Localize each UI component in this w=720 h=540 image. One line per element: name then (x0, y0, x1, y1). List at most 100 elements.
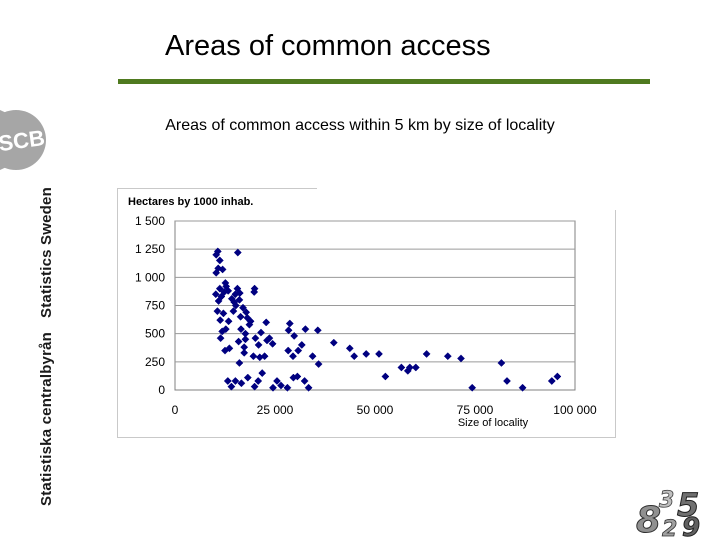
data-point (345, 344, 354, 353)
data-point (251, 334, 260, 343)
y-tick-labels: 0 250 500 750 1 000 1 250 1 500 (135, 214, 165, 397)
y-tick-label: 1 000 (135, 270, 165, 284)
data-point (218, 327, 227, 336)
data-point (350, 352, 359, 361)
data-point (503, 377, 511, 385)
data-point (237, 325, 245, 334)
data-point (375, 349, 383, 358)
x-tick-label: 100 000 (553, 403, 597, 417)
data-point (290, 331, 299, 340)
data-point (239, 303, 247, 312)
data-point (223, 377, 232, 385)
data-point (457, 354, 465, 363)
data-point (237, 379, 246, 388)
x-tick-labels: 0 25 000 50 000 75 000 100 000 (172, 403, 597, 417)
data-point (220, 288, 229, 296)
corner-digit-8: 8 (636, 500, 661, 538)
data-point (283, 383, 292, 392)
data-point (231, 377, 240, 385)
data-point (215, 284, 224, 293)
chart-subtitle: Areas of common access within 5 km by si… (165, 117, 555, 134)
x-tick-label: 25 000 (257, 403, 294, 417)
data-point (231, 301, 240, 310)
y-tick-label: 0 (158, 383, 165, 397)
data-points (211, 247, 562, 392)
data-point (218, 265, 227, 274)
data-point (258, 369, 267, 378)
data-point (255, 353, 264, 362)
y-tick-label: 1 500 (135, 214, 165, 228)
data-point (241, 335, 250, 344)
data-point (254, 377, 263, 385)
data-point (300, 377, 309, 385)
data-point (250, 288, 259, 296)
corner-digit-3: 3 (659, 488, 674, 513)
data-point (405, 363, 414, 372)
slide-title: Areas of common access (165, 30, 491, 62)
data-point (243, 373, 252, 382)
data-point (289, 352, 297, 361)
corner-digit-9: 9 (682, 513, 700, 538)
data-point (249, 352, 258, 361)
y-tick-label: 1 250 (135, 242, 165, 256)
data-point (246, 317, 255, 326)
data-point (263, 336, 271, 345)
x-tick-label: 50 000 (357, 403, 394, 417)
data-point (234, 337, 243, 346)
data-point (211, 290, 220, 299)
data-point (216, 334, 225, 343)
data-point (269, 383, 277, 392)
data-point (518, 383, 527, 392)
data-point (219, 309, 228, 318)
scb-logo: SCB (0, 110, 46, 170)
data-point (213, 247, 222, 256)
data-point (329, 338, 338, 347)
data-point (227, 382, 236, 391)
data-point (268, 339, 277, 348)
data-point (547, 377, 556, 385)
data-point (313, 326, 322, 335)
data-point (314, 360, 323, 369)
data-point (254, 340, 263, 349)
data-point (273, 377, 281, 385)
data-point (443, 352, 452, 361)
corner-digit-2: 2 (662, 517, 677, 538)
data-point (297, 340, 306, 349)
data-point (381, 372, 390, 381)
corner-number-logo: 8 3 5 2 9 (636, 486, 701, 539)
data-point (233, 248, 242, 257)
data-point (304, 383, 313, 392)
data-point (397, 363, 406, 372)
data-point (362, 349, 371, 358)
data-point (422, 349, 431, 358)
data-point (257, 328, 265, 337)
data-point (262, 318, 271, 327)
data-point (213, 307, 222, 316)
side-text-statistiska-centralbyran: Statistiska centralbyrån (38, 331, 55, 506)
y-axis-label: Hectares by 1000 inhab. (128, 196, 253, 208)
data-point (411, 363, 420, 372)
scatter-chart: 0 250 500 750 1 000 1 250 1 500 0 25 000 50 000 7… (128, 188, 617, 429)
data-point (553, 372, 562, 381)
y-tick-label: 500 (145, 327, 165, 341)
data-point (294, 346, 303, 355)
data-point (236, 312, 245, 321)
data-point (235, 359, 244, 367)
corner-digit-5: 5 (677, 486, 699, 524)
data-point (497, 359, 506, 367)
data-point (229, 307, 238, 316)
title-rule (118, 79, 650, 84)
data-point (216, 316, 225, 325)
y-tick-label: 250 (145, 355, 165, 369)
data-point (468, 383, 477, 392)
x-axis-label: Size of locality (458, 417, 529, 429)
side-text-statistics-sweden: Statistics Sweden (38, 187, 55, 318)
data-point (224, 317, 233, 326)
data-point (235, 295, 244, 304)
x-tick-label: 0 (172, 403, 179, 417)
data-point (308, 352, 317, 361)
data-point (284, 326, 293, 335)
data-point (215, 256, 224, 265)
data-point (225, 344, 234, 353)
data-point (277, 381, 285, 390)
